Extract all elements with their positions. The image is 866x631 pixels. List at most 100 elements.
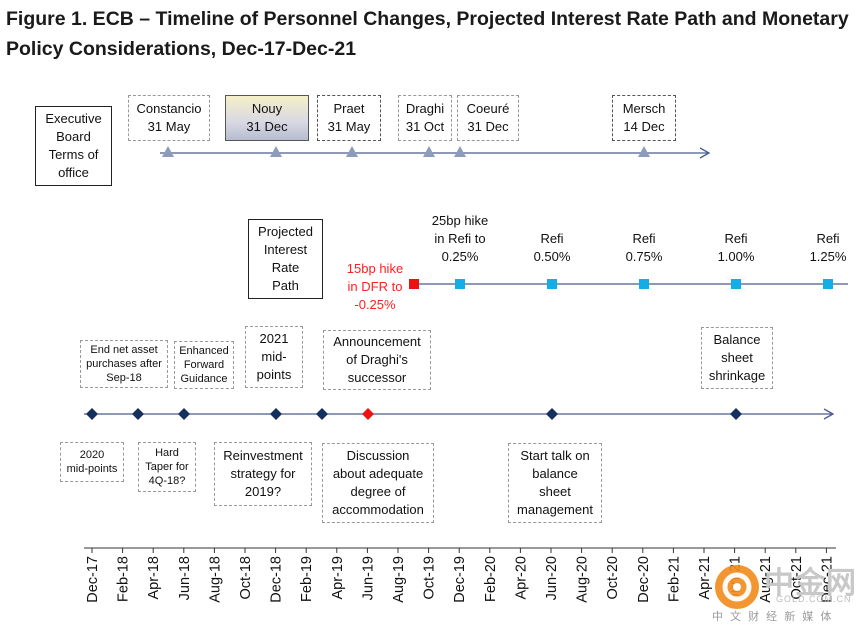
- axis-tick-label: Dec-17: [85, 556, 101, 603]
- policy-note-line: successor: [347, 370, 407, 385]
- policy-note-line: Reinvestment: [223, 448, 303, 463]
- board-label-line: office: [58, 165, 89, 180]
- policy-note-2020-mid-points: 2020 mid-points: [60, 442, 124, 482]
- board-event-date: 14 Dec: [623, 119, 665, 134]
- refi-line: 0.50%: [533, 249, 571, 264]
- policy-note-line: sheet: [721, 350, 753, 365]
- axis-tick-label: Oct-18: [238, 556, 254, 600]
- rate-label-line: Rate: [271, 260, 300, 275]
- policy-note-end-net-asset-purchases: End net asset purchases after Sep-18: [80, 340, 168, 388]
- policy-marker-feb18: [132, 408, 144, 420]
- policy-note-line: 2021: [259, 331, 289, 346]
- policy-note-enhanced-forward-guidance: Enhanced Forward Guidance: [174, 341, 234, 389]
- policy-note-line: about adequate: [332, 466, 424, 481]
- policy-note-line: 2020: [79, 449, 105, 461]
- dfr-hike-label: 15bp hike in DFR to -0.25%: [338, 260, 412, 314]
- refi-line: 0.25%: [441, 249, 479, 264]
- policy-note-line: of Draghi's: [346, 352, 408, 367]
- refi-line: 25bp hike: [431, 213, 489, 228]
- policy-note-line: 4Q-18?: [148, 475, 186, 487]
- policy-note-line: mid-: [261, 349, 287, 364]
- board-label-line: Terms of: [48, 147, 99, 162]
- rate-label-line: Interest: [263, 242, 308, 257]
- policy-note-line: Hard: [155, 447, 179, 459]
- board-event-mersch: Mersch 14 Dec: [612, 95, 676, 141]
- dfr-hike-marker: [409, 279, 419, 289]
- axis-tick-label: Dec-21: [819, 556, 835, 603]
- refi-line: Refi: [724, 231, 748, 246]
- board-event-draghi: Draghi 31 Oct: [398, 95, 452, 141]
- board-event-name: Nouy: [251, 101, 283, 116]
- watermark-site: GOLD.COM.CN: [776, 594, 852, 604]
- axis-tick-label: Jun-18: [177, 556, 193, 600]
- axis-tick-label: Aug-18: [207, 556, 223, 603]
- board-event-date: 31 May: [327, 119, 371, 134]
- date-axis-labels: Dec-17 Feb-18 Apr-18 Jun-18 Aug-18 Oct-18 Dec-…: [85, 556, 835, 603]
- board-marker-nouy: [270, 146, 282, 157]
- dfr-line: in DFR to: [347, 279, 403, 294]
- board-timeline-arrow: [699, 147, 711, 159]
- board-event-name: Constancio: [136, 101, 202, 116]
- policy-markers: [86, 408, 742, 420]
- board-marker-mersch: [638, 146, 650, 157]
- axis-tick-label: Apr-21: [697, 556, 713, 600]
- refi-marker-1.00: [731, 279, 741, 289]
- policy-marker-dec17: [86, 408, 98, 420]
- axis-tick-label: Apr-18: [146, 556, 162, 600]
- policy-note-line: mid-points: [66, 463, 118, 475]
- board-label-line: Executive: [45, 111, 102, 126]
- axis-tick-label: Feb-18: [116, 556, 132, 602]
- policy-note-line: points: [256, 367, 292, 382]
- board-event-praet: Praet 31 May: [317, 95, 381, 141]
- board-marker-praet: [346, 146, 358, 157]
- refi-line: in Refi to: [434, 231, 486, 246]
- board-event-nouy: Nouy 31 Dec: [225, 95, 309, 141]
- policy-note-draghi-successor: Announcement of Draghi's successor: [323, 330, 431, 390]
- refi-hike-label-1.00: Refi 1.00%: [706, 230, 766, 266]
- axis-tick-label: Dec-18: [269, 556, 285, 603]
- axis-tick-label: Jun-19: [360, 556, 376, 600]
- board-event-name: Draghi: [405, 101, 445, 116]
- policy-note-line: shrinkage: [708, 368, 766, 383]
- policy-note-line: Forward: [183, 359, 225, 371]
- board-event-date: 31 May: [147, 119, 191, 134]
- watermark: 中金网 GOLD.COM.CN 中 文 财 经 新 媒 体: [708, 558, 860, 624]
- refi-line: Refi: [632, 231, 656, 246]
- board-label-line: Board: [56, 129, 91, 144]
- refi-line: 0.75%: [625, 249, 663, 264]
- refi-line: Refi: [540, 231, 564, 246]
- axis-tick-label: Oct-20: [605, 556, 621, 600]
- board-event-date: 31 Dec: [467, 119, 509, 134]
- policy-marker-dec19: [546, 408, 558, 420]
- policy-note-balance-sheet-shrinkage: Balance sheet shrinkage: [701, 327, 773, 389]
- board-markers: [162, 146, 650, 157]
- board-marker-coeure: [454, 146, 466, 157]
- refi-hike-label-1.25: Refi 1.25%: [800, 230, 856, 266]
- refi-hike-label-0.25: 25bp hike in Refi to 0.25%: [418, 212, 502, 266]
- board-event-constancio: Constancio 31 May: [128, 95, 210, 141]
- policy-note-line: Guidance: [180, 373, 228, 385]
- refi-marker-0.50: [547, 279, 557, 289]
- refi-hike-label-0.50: Refi 0.50%: [522, 230, 582, 266]
- policy-note-line: balance: [532, 466, 578, 481]
- title-line-2: Policy Considerations, Dec-17-Dec-21: [6, 38, 357, 60]
- refi-marker-1.25: [823, 279, 833, 289]
- board-event-name: Praet: [333, 101, 365, 116]
- axis-tick-label: Dec-19: [452, 556, 468, 603]
- policy-note-reinvestment-strategy: Reinvestment strategy for 2019?: [214, 442, 312, 506]
- policy-note-discussion-accommodation: Discussion about adequate degree of acco…: [322, 443, 434, 523]
- rate-label-line: Path: [272, 278, 299, 293]
- policy-marker-aug20: [730, 408, 742, 420]
- watermark-brand: 中金网: [764, 567, 857, 600]
- axis-tick-label: Dec-20: [636, 556, 652, 603]
- figure-title: Figure 1. ECB – Timeline of Personnel Ch…: [6, 4, 856, 64]
- policy-timeline-arrow: [823, 408, 835, 420]
- axis-tick-label: Oct-21: [789, 556, 805, 600]
- axis-tick-label: Aug-21: [758, 556, 774, 603]
- policy-note-line: sheet: [539, 484, 571, 499]
- policy-note-line: Announcement: [333, 334, 421, 349]
- policy-note-line: 2019?: [244, 484, 282, 499]
- policy-note-line: Balance: [713, 332, 761, 347]
- axis-tick-label: Jun-20: [544, 556, 560, 600]
